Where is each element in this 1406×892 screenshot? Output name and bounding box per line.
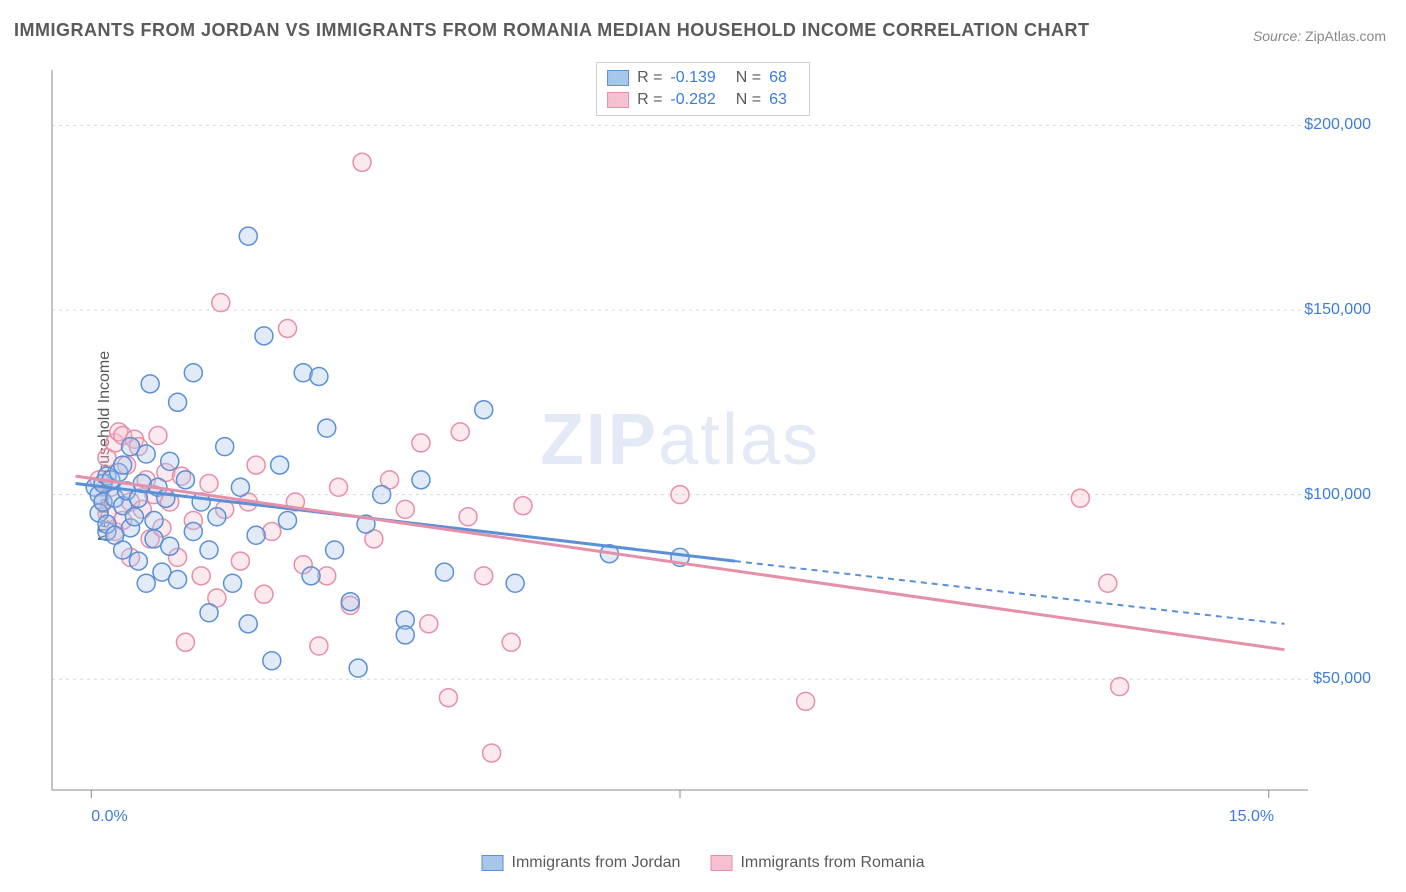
r-value-jordan: -0.139 [670,69,715,87]
n-label: N = [736,69,761,87]
source-label: Source: [1253,28,1301,44]
correlation-legend-row: R = -0.139 N = 68 [607,67,799,89]
r-label: R = [637,91,662,109]
legend-swatch-jordan [482,855,504,871]
n-label: N = [736,91,761,109]
series-name-romania: Immigrants from Romania [740,854,924,872]
y-tick-label: $100,000 [1304,486,1371,504]
legend-swatch-romania [710,855,732,871]
series-legend: Immigrants from Jordan Immigrants from R… [482,854,925,872]
y-tick-label: $150,000 [1304,301,1371,319]
legend-swatch-romania [607,92,629,108]
n-value-jordan: 68 [769,69,787,87]
series-legend-item: Immigrants from Romania [710,854,924,872]
n-value-romania: 63 [769,91,787,109]
y-tick-label: $200,000 [1304,116,1371,134]
source-value: ZipAtlas.com [1305,28,1386,44]
legend-swatch-jordan [607,70,629,86]
y-tick-label: $50,000 [1313,670,1371,688]
r-value-romania: -0.282 [670,91,715,109]
series-name-jordan: Immigrants from Jordan [512,854,681,872]
r-label: R = [637,69,662,87]
chart-title: IMMIGRANTS FROM JORDAN VS IMMIGRANTS FRO… [14,20,1089,41]
x-tick-label: 0.0% [91,808,127,826]
correlation-legend-row: R = -0.282 N = 63 [607,89,799,111]
plot-area: ZIPatlas [50,60,1310,820]
chart-container: IMMIGRANTS FROM JORDAN VS IMMIGRANTS FRO… [0,0,1406,892]
correlation-legend: R = -0.139 N = 68 R = -0.282 N = 63 [596,62,810,116]
source-attribution: Source: ZipAtlas.com [1253,28,1386,44]
series-legend-item: Immigrants from Jordan [482,854,681,872]
scatter-chart-svg [50,60,1310,820]
x-tick-label: 15.0% [1229,808,1274,826]
